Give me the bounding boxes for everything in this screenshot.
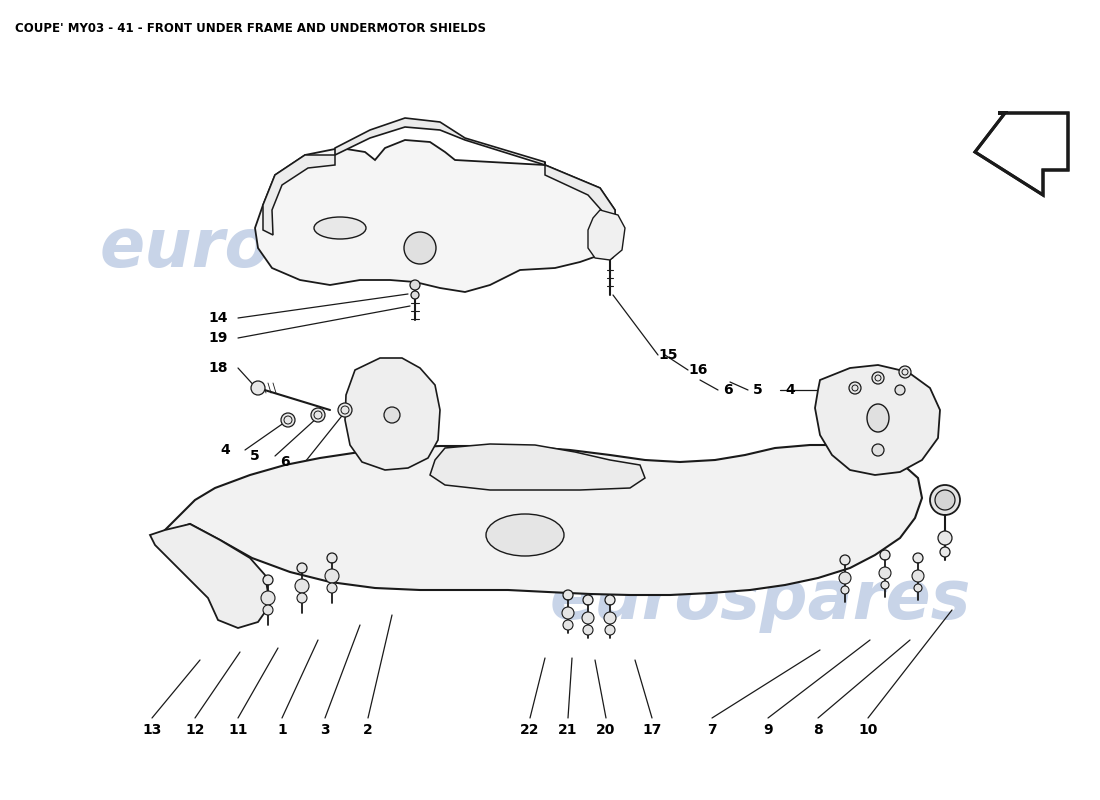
Circle shape	[840, 555, 850, 565]
Ellipse shape	[867, 404, 889, 432]
Text: 7: 7	[707, 723, 717, 737]
Text: 20: 20	[596, 723, 616, 737]
Circle shape	[297, 593, 307, 603]
Circle shape	[839, 572, 851, 584]
Text: 10: 10	[858, 723, 878, 737]
Circle shape	[563, 620, 573, 630]
Text: 14: 14	[208, 311, 228, 325]
Text: 15: 15	[658, 348, 678, 362]
Text: 17: 17	[642, 723, 662, 737]
Circle shape	[912, 570, 924, 582]
Circle shape	[327, 583, 337, 593]
Circle shape	[604, 612, 616, 624]
Text: 2: 2	[363, 723, 373, 737]
Text: 18: 18	[208, 361, 228, 375]
Text: 16: 16	[689, 363, 707, 377]
Ellipse shape	[314, 217, 366, 239]
Circle shape	[935, 490, 955, 510]
Ellipse shape	[930, 485, 960, 515]
Circle shape	[295, 579, 309, 593]
Ellipse shape	[486, 514, 564, 556]
Polygon shape	[815, 365, 940, 475]
Text: 6: 6	[280, 455, 289, 469]
Text: 21: 21	[558, 723, 578, 737]
Circle shape	[940, 547, 950, 557]
Circle shape	[914, 584, 922, 592]
Circle shape	[913, 553, 923, 563]
Text: eurospares: eurospares	[549, 567, 970, 633]
Circle shape	[411, 291, 419, 299]
Circle shape	[280, 413, 295, 427]
Polygon shape	[336, 118, 544, 165]
Polygon shape	[165, 445, 922, 595]
Circle shape	[583, 625, 593, 635]
Text: 5: 5	[754, 383, 763, 397]
Circle shape	[384, 407, 400, 423]
Circle shape	[881, 581, 889, 589]
Circle shape	[872, 444, 884, 456]
Circle shape	[261, 591, 275, 605]
Text: 19: 19	[208, 331, 228, 345]
Text: 8: 8	[813, 723, 823, 737]
Circle shape	[410, 280, 420, 290]
Circle shape	[251, 381, 265, 395]
Circle shape	[880, 550, 890, 560]
Text: 6: 6	[723, 383, 733, 397]
Circle shape	[263, 575, 273, 585]
Circle shape	[849, 382, 861, 394]
Circle shape	[324, 569, 339, 583]
Circle shape	[605, 595, 615, 605]
Polygon shape	[588, 210, 625, 260]
Circle shape	[582, 612, 594, 624]
Text: 4: 4	[220, 443, 230, 457]
Circle shape	[562, 607, 574, 619]
Circle shape	[895, 385, 905, 395]
Text: 11: 11	[229, 723, 248, 737]
Circle shape	[606, 251, 614, 259]
Text: 4: 4	[785, 383, 795, 397]
Circle shape	[879, 567, 891, 579]
Text: 3: 3	[320, 723, 330, 737]
Circle shape	[311, 408, 324, 422]
Circle shape	[872, 372, 884, 384]
Polygon shape	[345, 358, 440, 470]
Circle shape	[899, 366, 911, 378]
Polygon shape	[990, 122, 1060, 182]
Text: 9: 9	[763, 723, 773, 737]
Polygon shape	[544, 162, 615, 235]
Polygon shape	[263, 155, 336, 235]
Text: eurospares: eurospares	[99, 215, 520, 281]
Circle shape	[563, 590, 573, 600]
Circle shape	[842, 586, 849, 594]
Polygon shape	[150, 524, 270, 628]
Circle shape	[297, 563, 307, 573]
Polygon shape	[430, 444, 645, 490]
Text: 1: 1	[277, 723, 287, 737]
Circle shape	[404, 232, 436, 264]
Polygon shape	[255, 140, 615, 292]
Polygon shape	[975, 113, 1068, 195]
Circle shape	[338, 403, 352, 417]
Circle shape	[263, 605, 273, 615]
Circle shape	[583, 595, 593, 605]
Text: COUPE' MY03 - 41 - FRONT UNDER FRAME AND UNDERMOTOR SHIELDS: COUPE' MY03 - 41 - FRONT UNDER FRAME AND…	[15, 22, 486, 35]
Circle shape	[605, 625, 615, 635]
Text: 22: 22	[520, 723, 540, 737]
Circle shape	[327, 553, 337, 563]
Circle shape	[938, 531, 952, 545]
Text: 13: 13	[142, 723, 162, 737]
Text: 12: 12	[185, 723, 205, 737]
Text: 5: 5	[250, 449, 260, 463]
